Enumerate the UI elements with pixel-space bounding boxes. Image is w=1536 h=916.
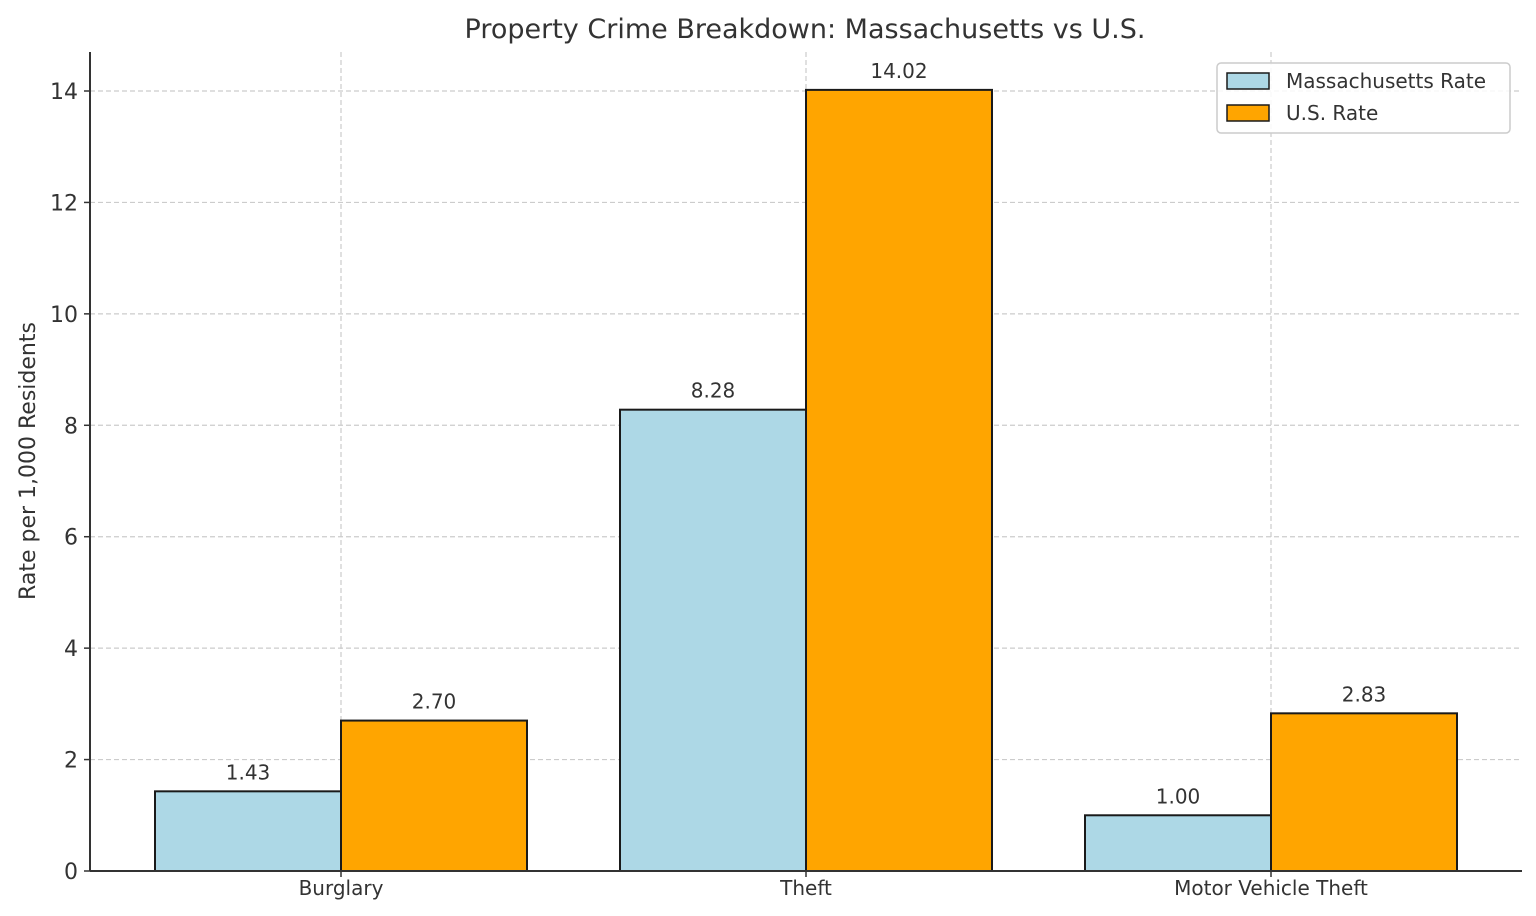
bar-massachusetts-rate-theft [619, 408, 807, 872]
y-tick-label: 8 [64, 414, 78, 439]
x-axis-ticks: Burglary Theft Motor Vehicle Theft [299, 871, 1368, 900]
legend: Massachusetts Rate U.S. Rate [1216, 62, 1511, 134]
y-tick-label: 14 [50, 80, 78, 105]
bar-value-label: 1.00 [1156, 784, 1201, 808]
bar-massachusetts-rate-burglary [154, 790, 342, 872]
bar-value-label: 2.83 [1342, 682, 1387, 706]
bar-value-label: 14.02 [870, 59, 927, 83]
y-axis-label: Rate per 1,000 Residents [16, 322, 41, 600]
bar-value-label: 2.70 [412, 690, 457, 714]
legend-swatch [1226, 104, 1270, 122]
legend-label: U.S. Rate [1286, 101, 1378, 125]
x-tick-label: Motor Vehicle Theft [1174, 876, 1368, 900]
chart-title: Property Crime Breakdown: Massachusetts … [465, 14, 1146, 45]
y-tick-label: 10 [50, 303, 78, 328]
bar-u-s-rate-burglary [340, 719, 528, 872]
bar-u-s-rate-motor-vehicle-theft [1270, 712, 1458, 872]
bar-u-s-rate-theft [805, 88, 993, 872]
y-tick-label: 0 [64, 860, 78, 885]
x-tick-label: Theft [779, 876, 832, 900]
bars [154, 88, 1458, 872]
bar-value-label: 1.43 [226, 760, 271, 784]
value-labels: 1.43 8.28 1.00 2.70 14.02 2.83 [226, 59, 1387, 808]
bar-massachusetts-rate-motor-vehicle-theft [1084, 814, 1272, 872]
bar-value-label: 8.28 [691, 379, 736, 403]
y-tick-label: 6 [64, 526, 78, 551]
legend-frame [1216, 62, 1511, 134]
legend-label: Massachusetts Rate [1286, 69, 1486, 93]
y-tick-label: 2 [64, 749, 78, 774]
x-tick-label: Burglary [299, 876, 384, 900]
y-axis-ticks: 0 2 4 6 8 10 12 14 [50, 80, 90, 885]
legend-swatch [1226, 72, 1270, 90]
y-tick-label: 12 [50, 191, 78, 216]
y-tick-label: 4 [64, 637, 78, 662]
